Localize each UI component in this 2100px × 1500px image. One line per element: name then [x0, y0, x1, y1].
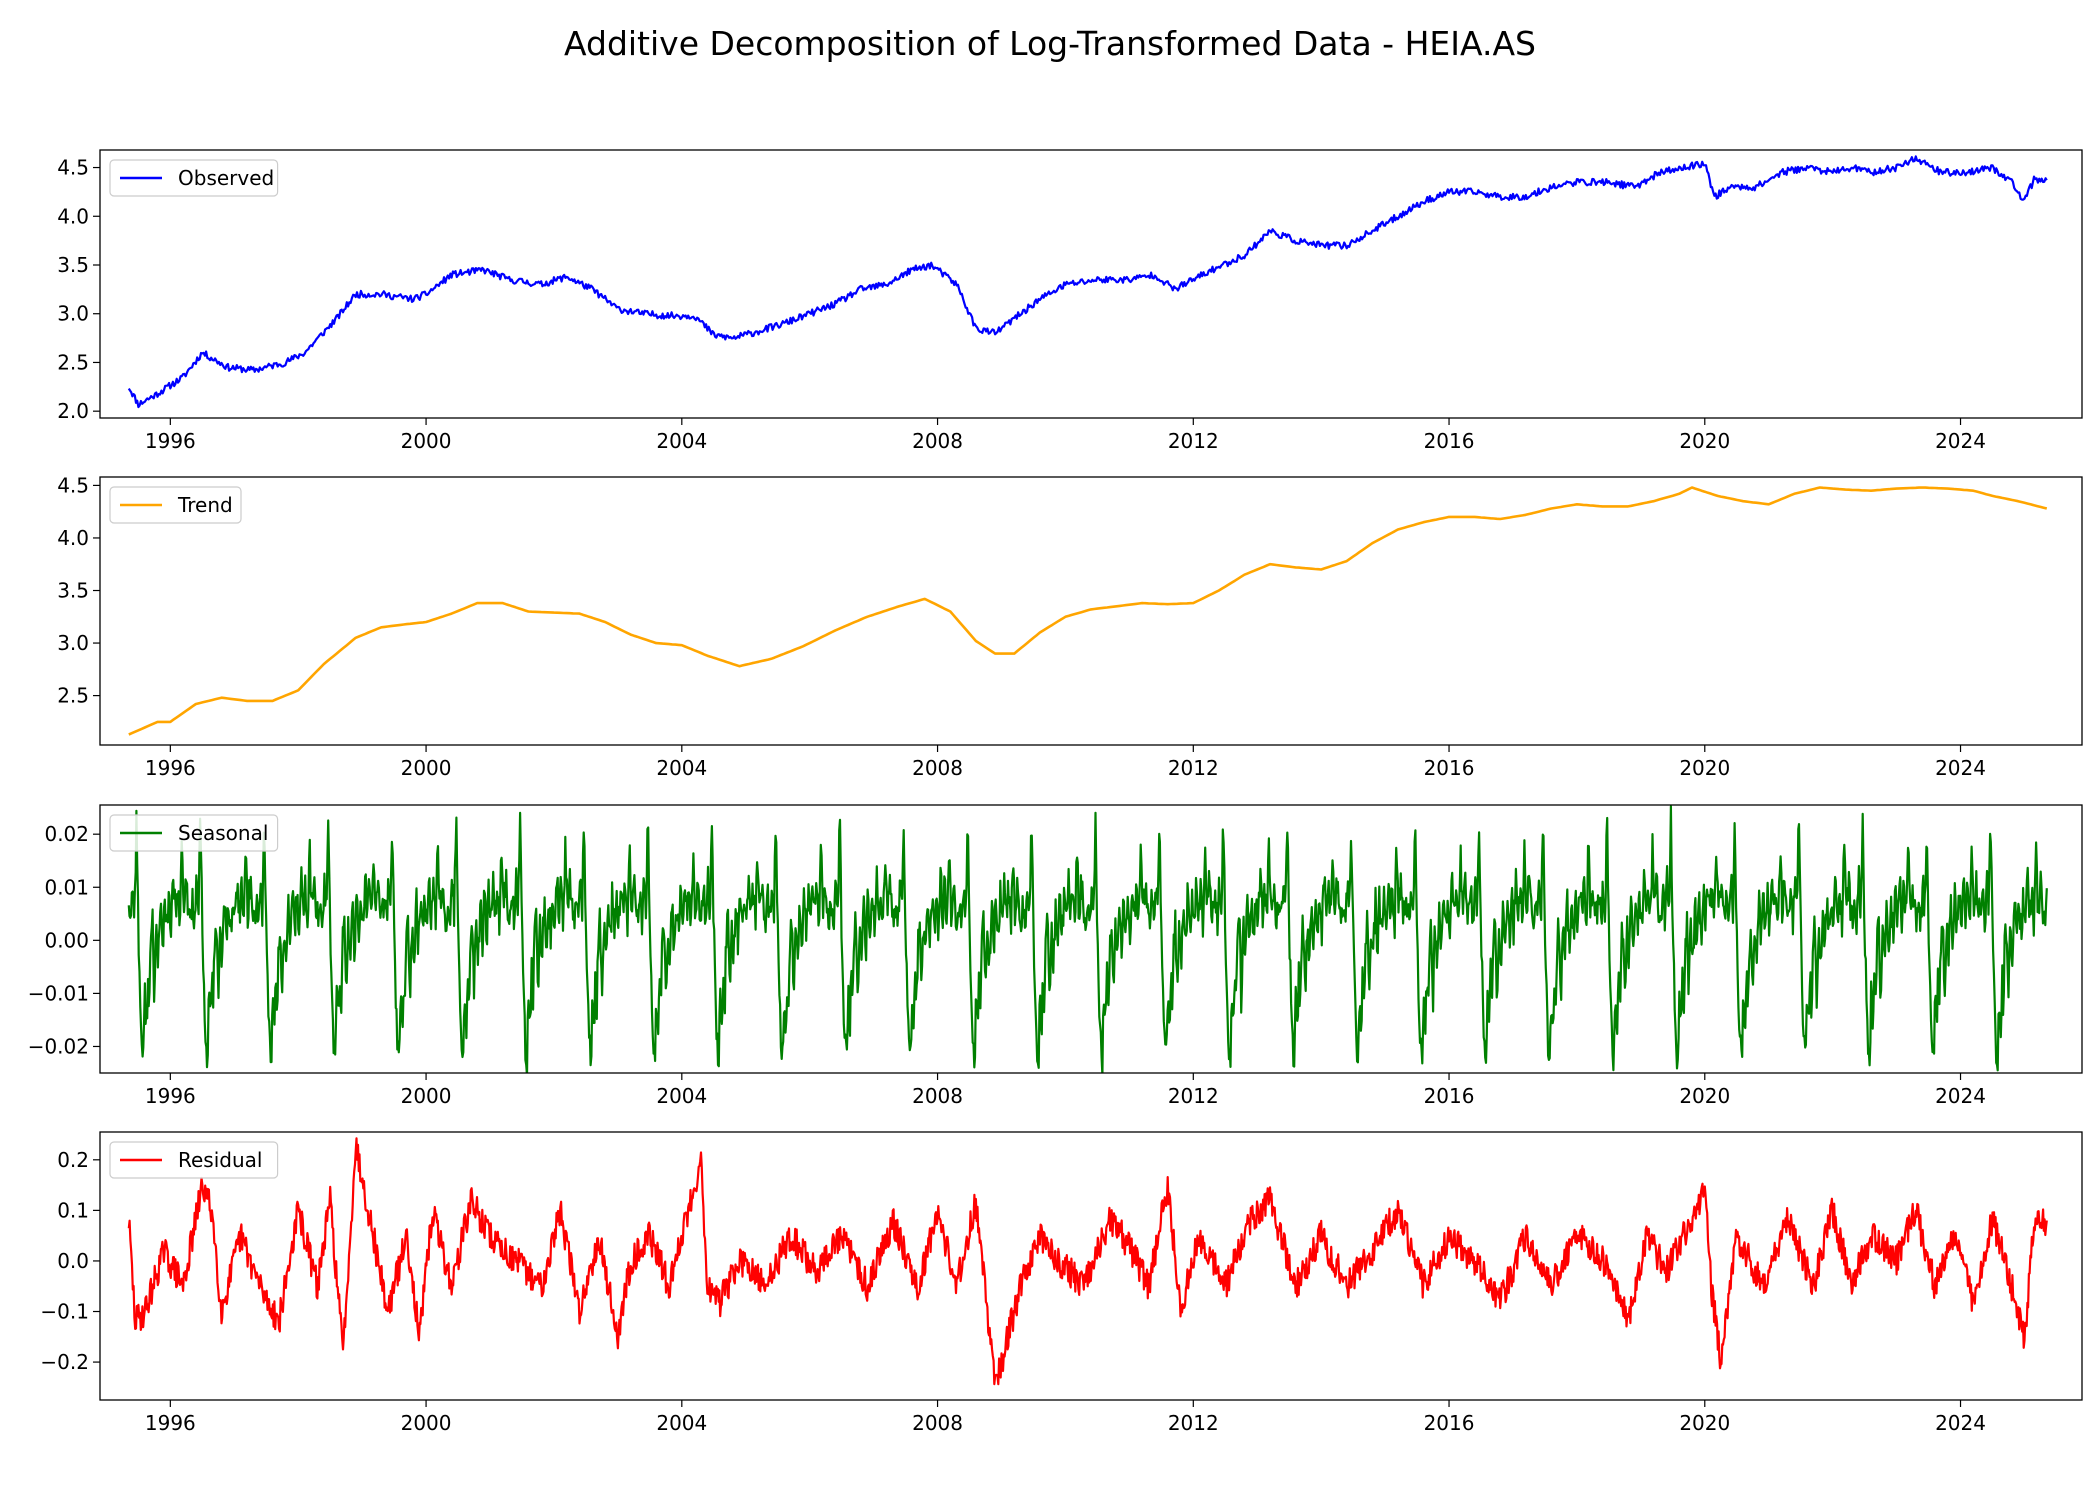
- legend-label: Residual: [178, 1148, 262, 1172]
- y-tick-label: 4.0: [57, 526, 89, 550]
- trend-series-line: [128, 486, 2048, 736]
- x-tick-label: 2008: [912, 756, 963, 780]
- x-tick-label: 2004: [656, 429, 707, 453]
- seasonal-panel: 1996 2000 2004 2008 2012 2016 2020 2024 −0.02 −0.…: [28, 804, 2083, 1108]
- observed-legend: Observed: [109, 159, 279, 197]
- x-tick-label: 2008: [912, 429, 963, 453]
- trend-axes-frame: [99, 476, 2083, 746]
- y-tick-label: −0.02: [28, 1034, 89, 1058]
- y-tick-label: 4.0: [57, 204, 89, 228]
- y-tick-label: 0.01: [44, 875, 89, 899]
- seasonal-legend: Seasonal: [109, 814, 279, 852]
- x-tick-label: 2004: [656, 1084, 707, 1108]
- y-tick-label: 2.5: [57, 350, 89, 374]
- y-tick-label: −0.01: [28, 981, 89, 1005]
- x-tick-label: 2000: [401, 429, 452, 453]
- y-tick-label: 3.5: [57, 253, 89, 277]
- legend-box: [109, 486, 242, 524]
- x-tick-label: 2008: [912, 1084, 963, 1108]
- x-tick-label: 2016: [1424, 429, 1475, 453]
- residual-axes-frame: [99, 1131, 2083, 1401]
- y-tick-label: 0.02: [44, 822, 89, 846]
- y-tick-label: −0.1: [40, 1300, 89, 1324]
- y-tick-label: 4.5: [57, 156, 89, 180]
- y-tick-label: 0.00: [44, 928, 89, 952]
- legend-label: Observed: [178, 166, 274, 190]
- legend-box: [109, 159, 279, 197]
- y-tick-label: 3.5: [57, 579, 89, 603]
- x-tick-label: 2000: [401, 756, 452, 780]
- x-tick-label: 2008: [912, 1411, 963, 1435]
- observed-axes-frame: [99, 149, 2083, 419]
- residual-series-line: [127, 1137, 2048, 1386]
- legend-box: [109, 1141, 279, 1179]
- x-tick-label: 2020: [1679, 429, 1730, 453]
- x-tick-label: 2012: [1168, 1411, 1219, 1435]
- x-tick-label: 2024: [1935, 1084, 1986, 1108]
- x-tick-label: 1996: [145, 1084, 196, 1108]
- x-tick-label: 2016: [1424, 1084, 1475, 1108]
- x-tick-label: 2016: [1424, 756, 1475, 780]
- x-tick-label: 2012: [1168, 756, 1219, 780]
- y-tick-label: 2.5: [57, 684, 89, 708]
- x-tick-label: 2024: [1935, 429, 1986, 453]
- x-tick-label: 2024: [1935, 1411, 1986, 1435]
- y-tick-label: −0.2: [40, 1350, 89, 1374]
- x-tick-label: 2020: [1679, 756, 1730, 780]
- x-tick-label: 2000: [401, 1084, 452, 1108]
- legend-label: Seasonal: [178, 821, 268, 845]
- residual-panel: 1996 2000 2004 2008 2012 2016 2020 2024 −0.2 −0.1…: [40, 1131, 2083, 1435]
- seasonal-series-line: [127, 805, 2048, 1073]
- y-tick-label: 0.1: [57, 1198, 89, 1222]
- observed-panel: 1996 2000 2004 2008 2012 2016 2020 2024 2.0 2.5 3.…: [57, 149, 2083, 453]
- y-tick-label: 3.0: [57, 631, 89, 655]
- x-tick-label: 1996: [145, 1411, 196, 1435]
- x-tick-label: 1996: [145, 429, 196, 453]
- x-tick-label: 2024: [1935, 756, 1986, 780]
- seasonal-axes-frame: [99, 804, 2083, 1074]
- x-tick-label: 2012: [1168, 1084, 1219, 1108]
- y-tick-label: 2.0: [57, 399, 89, 423]
- observed-series-line: [127, 155, 2048, 409]
- residual-legend: Residual: [109, 1141, 279, 1179]
- x-tick-label: 2020: [1679, 1411, 1730, 1435]
- x-tick-label: 2012: [1168, 429, 1219, 453]
- x-tick-label: 2004: [656, 756, 707, 780]
- legend-label: Trend: [177, 493, 233, 517]
- y-tick-label: 0.2: [57, 1148, 89, 1172]
- x-tick-label: 2020: [1679, 1084, 1730, 1108]
- legend-box: [109, 814, 279, 852]
- figure-title: Additive Decomposition of Log-Transforme…: [564, 24, 1536, 63]
- x-tick-label: 2004: [656, 1411, 707, 1435]
- x-tick-label: 2016: [1424, 1411, 1475, 1435]
- y-tick-label: 3.0: [57, 302, 89, 326]
- y-tick-label: 0.0: [57, 1249, 89, 1273]
- panels: 1996 2000 2004 2008 2012 2016 2020 2024 2.0 2.5 3.…: [28, 149, 2083, 1435]
- y-tick-label: 4.5: [57, 473, 89, 497]
- trend-panel: 1996 2000 2004 2008 2012 2016 2020 2024 2.5 3.0 3.…: [57, 473, 2083, 780]
- x-tick-label: 1996: [145, 756, 196, 780]
- x-tick-label: 2000: [401, 1411, 452, 1435]
- trend-legend: Trend: [109, 486, 242, 524]
